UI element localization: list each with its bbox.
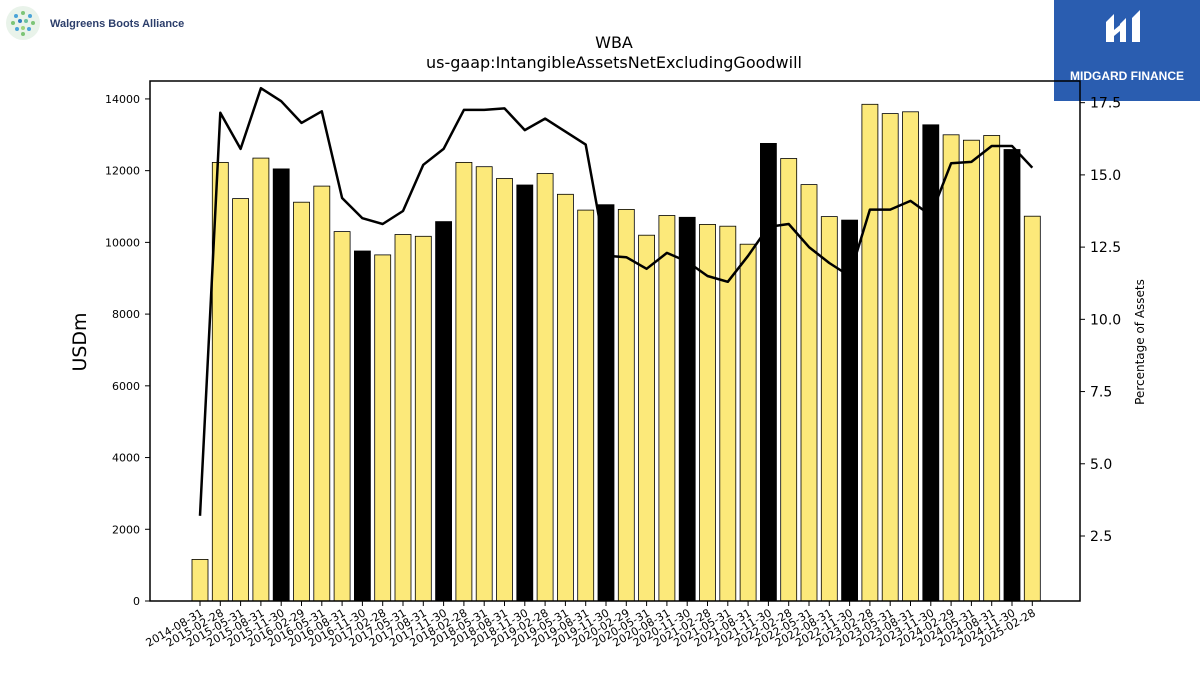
y-tick-label: 14000 (105, 93, 140, 106)
bar (577, 209, 595, 602)
axes: 0 2000 4000 6000 8000 10000 12000 14000 2.5 5.0 7.… (105, 80, 1121, 650)
company-logo-mark (6, 6, 40, 40)
bar (252, 157, 270, 602)
bar (597, 204, 615, 602)
bar (455, 161, 473, 602)
bar (760, 142, 777, 602)
bar (414, 235, 432, 602)
y-tick-label: 10000 (105, 236, 140, 249)
brand-logo-text: MIDGARD FINANCE (1070, 69, 1184, 83)
y2-tick-label: 10.0 (1090, 312, 1121, 328)
y-tick-label: 0 (133, 595, 140, 608)
bar (922, 124, 940, 602)
brand-logo: MIDGARD FINANCE (1054, 0, 1200, 101)
bar (516, 184, 534, 602)
y2-tick-label: 5.0 (1090, 457, 1112, 473)
bar (983, 135, 1001, 602)
bar (191, 559, 209, 602)
y-tick-label: 12000 (105, 165, 140, 178)
bar (1003, 149, 1021, 602)
bar (617, 208, 635, 602)
y-tick-label: 8000 (112, 308, 140, 321)
bars (191, 103, 1041, 602)
bar (293, 201, 310, 602)
bar (1023, 215, 1041, 602)
bar (435, 221, 453, 602)
y2-tick-label: 17.5 (1090, 96, 1121, 112)
y2-tick-label: 15.0 (1090, 168, 1121, 184)
company-logo: Walgreens Boots Alliance (4, 4, 204, 44)
bar (394, 234, 412, 602)
bar (374, 254, 392, 602)
y-tick-label: 4000 (112, 452, 140, 465)
y2-tick-label: 12.5 (1090, 240, 1121, 256)
bar (475, 166, 493, 602)
bar (881, 113, 899, 602)
bar (272, 168, 290, 602)
bar (638, 234, 655, 602)
bar (942, 134, 960, 602)
bar (658, 215, 676, 602)
y-tick-label: 2000 (112, 523, 140, 536)
bar (232, 198, 250, 602)
percentage-line (198, 86, 1034, 516)
line-layer (198, 86, 1034, 516)
bar (739, 243, 757, 602)
bar (902, 111, 919, 602)
y2-tick-label: 7.5 (1090, 385, 1112, 401)
bar (353, 250, 371, 602)
bar (861, 103, 879, 602)
bar (536, 173, 554, 602)
chart-subtitle: us-gaap:IntangibleAssetsNetExcludingGood… (426, 53, 802, 72)
y-tick-label: 6000 (112, 380, 140, 393)
chart-title: WBA (595, 33, 633, 52)
company-logo-text: Walgreens Boots Alliance (50, 18, 184, 30)
bar (333, 231, 351, 602)
bar (820, 216, 838, 602)
y2-tick-label: 2.5 (1090, 529, 1112, 545)
y2-axis-label: Percentage of Assets (1133, 279, 1147, 405)
bar (496, 178, 513, 602)
plot-frame (149, 80, 1081, 602)
bar (678, 216, 696, 602)
brand-logo-mark (1106, 10, 1140, 42)
bar (699, 223, 716, 602)
bar (963, 139, 980, 602)
bar (313, 185, 331, 602)
y-axis-label: USDm (69, 312, 91, 371)
bar (557, 193, 574, 602)
